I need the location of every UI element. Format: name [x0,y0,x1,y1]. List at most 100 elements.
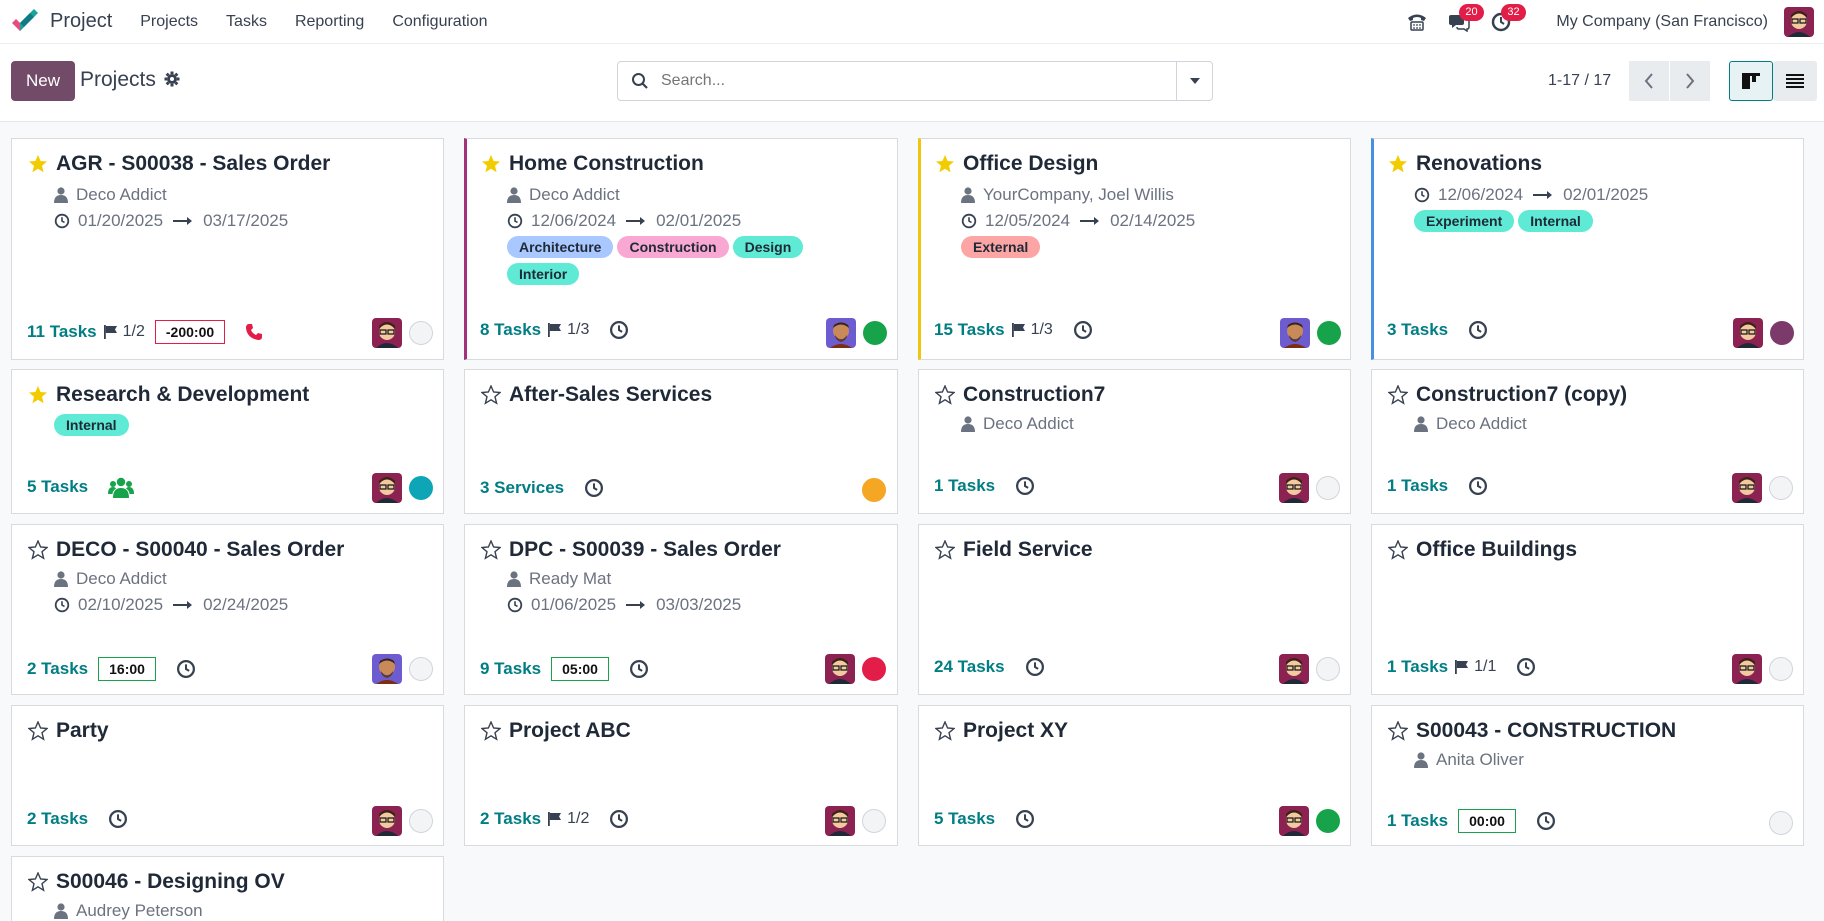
phone-icon[interactable] [245,323,263,341]
status-dot[interactable] [1769,476,1793,500]
tasks-link[interactable]: 15 Tasks [934,320,1005,339]
favorite-star-icon[interactable] [481,540,501,560]
manager-avatar[interactable] [1279,654,1309,684]
manager-avatar[interactable] [1732,473,1762,503]
kanban-view-button[interactable] [1729,61,1773,101]
project-card[interactable]: Construction7 Deco Addict 1 Tasks [918,369,1351,514]
clock-icon[interactable] [609,320,629,340]
clock-icon[interactable] [1025,657,1045,677]
menu-tasks[interactable]: Tasks [226,12,267,30]
tasks-link[interactable]: 8 Tasks [480,320,542,339]
favorite-star-icon[interactable] [28,540,48,560]
tag[interactable]: Construction [617,236,729,258]
project-card[interactable]: Construction7 (copy) Deco Addict 1 Tasks [1371,369,1804,514]
status-dot[interactable] [409,657,433,681]
status-dot[interactable] [409,321,433,345]
manager-avatar[interactable] [825,806,855,836]
menu-projects[interactable]: Projects [140,12,199,30]
menu-reporting[interactable]: Reporting [294,12,365,30]
favorite-star-icon[interactable] [28,872,48,892]
favorite-star-icon[interactable] [935,154,955,174]
status-dot[interactable] [409,476,433,500]
clock-icon[interactable] [584,478,604,498]
manager-avatar[interactable] [372,318,402,348]
status-dot[interactable] [863,321,887,345]
manager-avatar[interactable] [1280,318,1310,348]
tag[interactable]: Experiment [1414,210,1515,232]
tasks-link[interactable]: 1 Tasks [1387,657,1449,676]
project-card[interactable]: Office Buildings 1 Tasks 1/1 [1371,524,1804,695]
pager-next-button[interactable] [1670,61,1710,101]
favorite-star-icon[interactable] [1388,721,1408,741]
project-card[interactable]: Home Construction Deco Addict 12/06/2024… [464,138,898,360]
services-link[interactable]: 3 Services [480,478,565,497]
tasks-link[interactable]: 5 Tasks [27,477,89,496]
phone-icon[interactable] [1403,8,1431,36]
app-name[interactable]: Project [50,10,113,32]
project-card[interactable]: S00046 - Designing OV Audrey Peterson [11,856,444,921]
project-app-logo-icon[interactable] [10,8,40,35]
manager-avatar[interactable] [1733,318,1763,348]
tasks-link[interactable]: 1 Tasks [1387,811,1449,830]
manager-avatar[interactable] [372,473,402,503]
manager-avatar[interactable] [826,318,856,348]
clock-icon[interactable] [1468,320,1488,340]
tasks-link[interactable]: 1 Tasks [1387,476,1449,495]
search-input[interactable] [661,72,1161,90]
project-card[interactable]: Research & Development Internal 5 Tasks [11,369,444,514]
manager-avatar[interactable] [372,806,402,836]
clock-icon[interactable] [1536,811,1556,831]
manager-avatar[interactable] [1732,654,1762,684]
tag[interactable]: Internal [1518,210,1593,232]
favorite-star-icon[interactable] [481,721,501,741]
clock-icon[interactable] [609,809,629,829]
new-button[interactable]: New [11,61,75,101]
manager-avatar[interactable] [1279,806,1309,836]
search-options-toggle[interactable] [1176,62,1212,100]
favorite-star-icon[interactable] [935,540,955,560]
status-dot[interactable] [862,657,886,681]
status-dot[interactable] [409,809,433,833]
tasks-link[interactable]: 2 Tasks [480,809,542,828]
tag[interactable]: External [961,236,1041,258]
tag[interactable]: Design [732,236,804,258]
project-card[interactable]: S00043 - CONSTRUCTION Anita Oliver 1 Tas… [1371,705,1804,846]
favorite-star-icon[interactable] [1388,154,1408,174]
manager-avatar[interactable] [1279,473,1309,503]
status-dot[interactable] [1316,809,1340,833]
page-title[interactable]: Projects [80,68,156,91]
clock-icon[interactable] [1468,476,1488,496]
favorite-star-icon[interactable] [935,721,955,741]
tag[interactable]: Architecture [507,236,614,258]
status-dot[interactable] [1770,321,1794,345]
status-dot[interactable] [1769,811,1793,835]
status-dot[interactable] [1769,657,1793,681]
project-card[interactable]: Office Design YourCompany, Joel Willis 1… [918,138,1351,360]
tasks-link[interactable]: 1 Tasks [934,476,996,495]
clock-icon[interactable] [1015,476,1035,496]
project-card[interactable]: Party 2 Tasks [11,705,444,846]
pager-value[interactable]: 1-17 / 17 [1548,72,1612,89]
user-avatar[interactable] [1784,7,1814,37]
messages-icon[interactable]: 20 [1445,4,1484,36]
tasks-link[interactable]: 5 Tasks [934,809,996,828]
project-card[interactable]: DECO - S00040 - Sales Order Deco Addict … [11,524,444,695]
users-icon[interactable] [108,476,134,498]
clock-icon[interactable] [176,659,196,679]
menu-configuration[interactable]: Configuration [392,12,488,30]
project-card[interactable]: DPC - S00039 - Sales Order Ready Mat 01/… [464,524,898,695]
favorite-star-icon[interactable] [28,721,48,741]
tasks-link[interactable]: 9 Tasks [480,659,542,678]
project-card[interactable]: Project XY 5 Tasks [918,705,1351,846]
tag[interactable]: Interior [507,263,580,285]
project-card[interactable]: Renovations 12/06/2024 02/01/2025 Experim… [1371,138,1804,360]
favorite-star-icon[interactable] [481,154,501,174]
project-card[interactable]: AGR - S00038 - Sales Order Deco Addict 0… [11,138,444,360]
tag[interactable]: Internal [54,414,129,436]
company-switcher[interactable]: My Company (San Francisco) [1556,13,1768,30]
status-dot[interactable] [1316,476,1340,500]
tasks-link[interactable]: 11 Tasks [27,322,97,341]
manager-avatar[interactable] [825,654,855,684]
clock-icon[interactable] [1015,809,1035,829]
favorite-star-icon[interactable] [1388,385,1408,405]
